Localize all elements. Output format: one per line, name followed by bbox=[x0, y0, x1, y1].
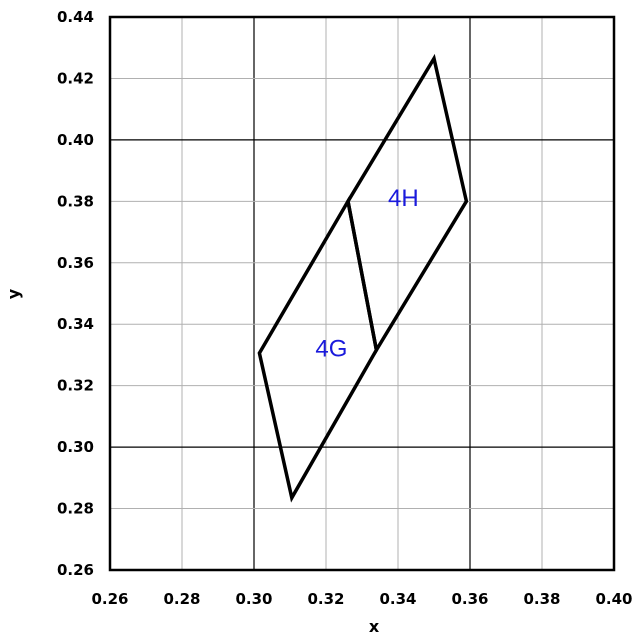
x-tick-label: 0.28 bbox=[163, 590, 200, 608]
plot-frame bbox=[108, 15, 616, 572]
y-tick-label: 0.44 bbox=[57, 8, 94, 26]
y-tick-label: 0.42 bbox=[57, 69, 94, 87]
region-outline-4h bbox=[346, 53, 469, 355]
x-tick-label: 0.34 bbox=[379, 590, 416, 608]
region-outlines bbox=[257, 53, 469, 503]
y-tick-label: 0.38 bbox=[57, 192, 94, 210]
y-tick-label: 0.32 bbox=[57, 377, 94, 395]
x-tick-label: 0.30 bbox=[235, 590, 272, 608]
y-tick-label: 0.34 bbox=[57, 315, 94, 333]
y-tick-label: 0.28 bbox=[57, 500, 94, 518]
y-tick-label: 0.36 bbox=[57, 254, 94, 272]
x-tick-label: 0.26 bbox=[91, 590, 128, 608]
y-tick-label: 0.30 bbox=[57, 438, 94, 456]
y-axis-label: y bbox=[4, 288, 23, 299]
y-tick-label: 0.26 bbox=[57, 561, 94, 579]
x-tick-labels: 0.26 0.28 0.30 0.32 0.34 0.36 0.38 0.40 bbox=[91, 590, 632, 608]
region-label-4g: 4G bbox=[315, 336, 347, 363]
x-tick-label: 0.40 bbox=[595, 590, 632, 608]
x-axis-label: x bbox=[369, 617, 380, 636]
y-tick-label: 0.40 bbox=[57, 131, 94, 149]
grid-lines bbox=[109, 16, 615, 571]
region-labels: 4G 4H bbox=[315, 185, 418, 363]
x-tick-label: 0.36 bbox=[451, 590, 488, 608]
x-tick-label: 0.32 bbox=[307, 590, 344, 608]
y-tick-labels: 0.26 0.28 0.30 0.32 0.34 0.36 0.38 0.40 0.42 0.44 bbox=[57, 8, 94, 579]
x-tick-label: 0.38 bbox=[523, 590, 560, 608]
region-label-4h: 4H bbox=[388, 185, 419, 212]
